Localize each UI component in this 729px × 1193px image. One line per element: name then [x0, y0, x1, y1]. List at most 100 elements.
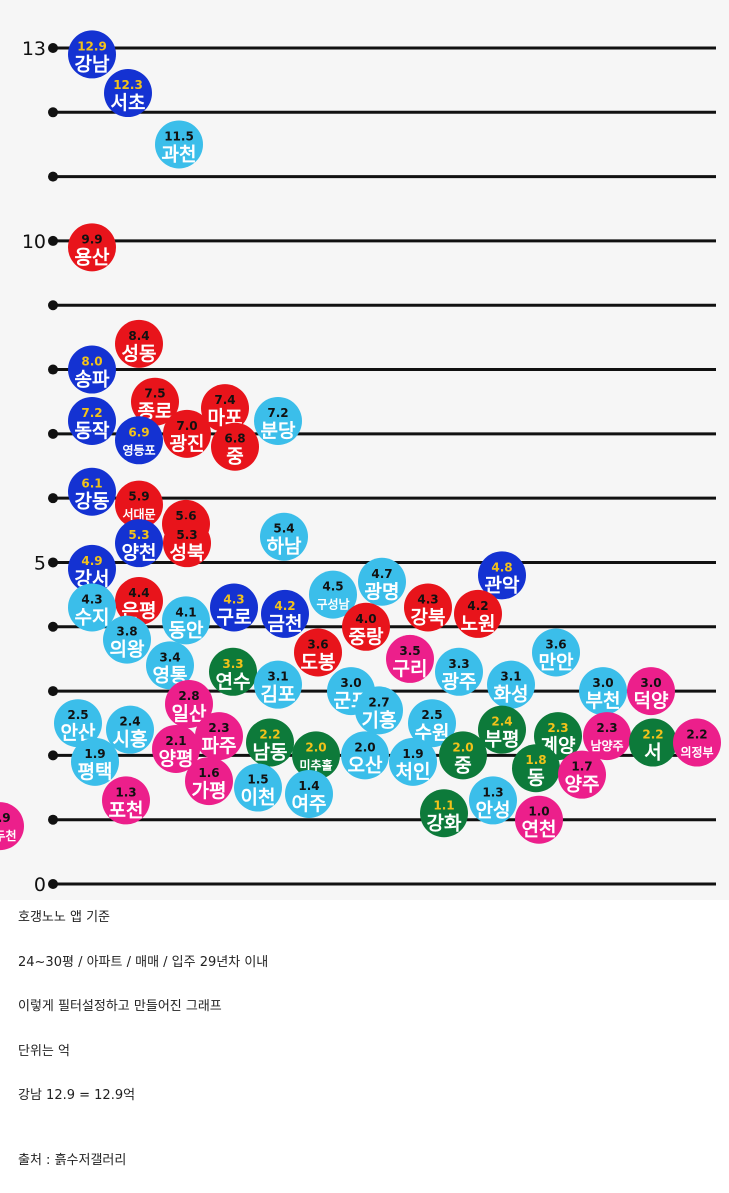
- bubble: 7.5종로: [131, 377, 179, 426]
- bubble-name: 연수: [216, 671, 251, 693]
- bubble-name: 연천: [522, 819, 557, 841]
- bubble-circle: [627, 667, 675, 716]
- bubble: 2.3 남양주: [583, 712, 631, 761]
- bubble-name: 미추홀: [299, 757, 332, 772]
- bubble-circle: [165, 679, 213, 728]
- bubble-name: 용산: [75, 246, 110, 268]
- bubble: 1.9평택: [71, 737, 119, 786]
- bubble-circle: [558, 750, 606, 799]
- gridline-dot: [48, 107, 58, 118]
- bubble: 7.2동작: [68, 396, 116, 445]
- bubble-value: 3.8: [116, 625, 137, 639]
- bubble-value: 11.5: [164, 129, 194, 143]
- gridline-dot: [48, 557, 58, 568]
- gridline-dot: [48, 364, 58, 375]
- bubble-circle: [201, 384, 249, 433]
- bubble: 1.3포천: [102, 776, 150, 825]
- bubble: 0.9 동두천: [0, 802, 24, 851]
- bubble-circle: [54, 699, 102, 748]
- bubble-value: 2.8: [178, 689, 199, 703]
- bubble-name: 중: [226, 446, 243, 468]
- bubble: 1.6가평: [185, 757, 233, 806]
- bubble-value: 7.2: [81, 406, 102, 420]
- bubble-value: 2.5: [421, 708, 442, 722]
- caption-example: 강남 12.9 = 12.9억: [18, 1088, 136, 1103]
- bubble-value: 4.2: [467, 599, 488, 613]
- bubble-circle: [115, 319, 163, 368]
- bubble-circle: [309, 570, 357, 619]
- bubble-circle: [210, 583, 258, 632]
- bubble-name: 덕양: [634, 690, 669, 712]
- bubble-circle: [439, 731, 487, 780]
- bubble: 3.4영통: [146, 641, 194, 690]
- bubble-name: 의왕: [110, 639, 145, 661]
- gridline-dot: [48, 300, 58, 311]
- bubble-circle: [478, 551, 526, 600]
- bubble-value: 7.5: [144, 387, 165, 401]
- bubble: 9.9용산: [68, 223, 116, 272]
- y-tick-label: 0: [34, 874, 46, 896]
- bubble-name: 수지: [75, 606, 110, 628]
- bubble-name: 포천: [109, 799, 144, 821]
- bubble: 2.1양평: [152, 724, 200, 773]
- bubble-name: 강남: [75, 53, 110, 75]
- caption-filter: 24~30평 / 아파트 / 매매 / 입주 29년차 이내: [18, 955, 269, 970]
- bubble: 12.9강남: [68, 30, 116, 79]
- bubble-name: 김포: [261, 684, 296, 706]
- gridline-dot: [48, 493, 58, 504]
- bubble-name: 여주: [292, 793, 327, 815]
- bubble-circle: [163, 409, 211, 458]
- bubble-value: 4.2: [274, 599, 295, 613]
- bubble: 4.5 구성남: [309, 570, 357, 619]
- bubble-name: 서대문: [122, 507, 155, 522]
- bubble: 5.4하남: [260, 512, 308, 561]
- bubble-name: 동작: [75, 420, 110, 442]
- bubble-chart: 13 10 5 0 12.9 강남 12.3 서초 11.5 과천 9.9 용산 8.4 성동 8.0 송파 7…: [0, 30, 721, 896]
- caption-source-app: 호갱노노 앱 기준: [18, 910, 110, 925]
- bubble-circle: [103, 615, 151, 664]
- bubble-circle: [106, 705, 154, 754]
- bubble-circle: [355, 686, 403, 735]
- bubble-name: 양평: [159, 748, 194, 770]
- bubble: 3.0덕양: [627, 667, 675, 716]
- bubble-circle: [260, 512, 308, 561]
- bubble-name: 영등포: [122, 442, 155, 457]
- bubble-circle: [68, 544, 116, 593]
- bubble-value: 5.3: [176, 528, 197, 542]
- bubble-value: 3.3: [448, 657, 469, 671]
- bubble-circle: [389, 737, 437, 786]
- bubble-name: 동: [527, 767, 544, 789]
- bubble-name: 송파: [75, 369, 110, 391]
- bubble-value: 2.2: [686, 728, 707, 742]
- bubble-name: 이천: [241, 787, 276, 809]
- bubble-name: 강동: [75, 491, 110, 513]
- bubble-circle: [68, 223, 116, 272]
- bubble-circle: [487, 660, 535, 709]
- bubble-value: 4.1: [175, 605, 196, 619]
- bubble-value: 3.0: [592, 676, 613, 690]
- bubble-value: 7.0: [176, 419, 197, 433]
- bubble-value: 2.1: [165, 734, 186, 748]
- bubble-value: 3.0: [340, 676, 361, 690]
- bubble: 7.4마포: [201, 384, 249, 433]
- bubble: 3.6도봉: [294, 628, 342, 677]
- bubble: 2.2서: [629, 718, 677, 767]
- bubble-circle: [152, 724, 200, 773]
- bubble-name: 서: [644, 742, 661, 764]
- bubble-circle: [386, 634, 434, 683]
- bubble-circle: [341, 731, 389, 780]
- bubble-name: 금천: [268, 613, 303, 635]
- bubble-circle: [532, 628, 580, 677]
- bubble-name: 일산: [172, 703, 207, 725]
- bubble-value: 7.4: [214, 393, 235, 407]
- bubble: 3.3연수: [209, 647, 257, 696]
- bubble-circle: [68, 467, 116, 516]
- caption-credit: 출처 : 흙수저갤러리: [18, 1153, 127, 1168]
- bubble-value: 4.4: [128, 586, 149, 600]
- bubble: 11.5과천: [155, 120, 203, 169]
- bubble-name: 안성: [476, 799, 511, 821]
- bubble-circle: [629, 718, 677, 767]
- bubble: 4.8관악: [478, 551, 526, 600]
- bubble-name: 의정부: [680, 745, 713, 760]
- bubble: 4.2금천: [261, 589, 309, 638]
